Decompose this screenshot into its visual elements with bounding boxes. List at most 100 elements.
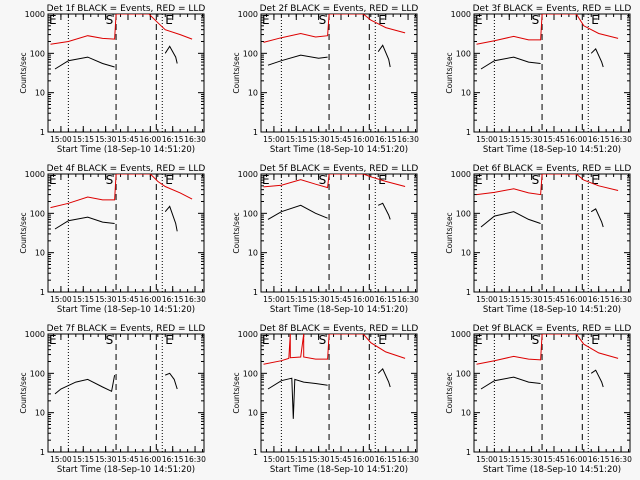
x-tick-label: 15:15	[498, 295, 520, 304]
x-tick-label: 16:30	[610, 455, 632, 464]
y-tick-label: 1	[253, 288, 258, 297]
y-tick-label: 100	[456, 49, 471, 58]
marker-e-left: E	[475, 173, 483, 187]
marker-e-left: E	[475, 333, 483, 347]
y-axis-label: Counts/sec	[19, 52, 28, 93]
lld-line-1	[263, 174, 406, 189]
events-line-3	[164, 205, 178, 232]
y-tick-label: 1	[40, 128, 45, 137]
plot-frame	[47, 173, 205, 293]
marker-s: S	[106, 173, 114, 187]
detector-panel-5: Det 5f BLACK = Events, RED = LLD 1 10 100 10…	[232, 164, 419, 315]
y-tick-label: 1	[253, 128, 258, 137]
marker-s: S	[319, 173, 327, 187]
x-tick-label: 15:15	[498, 135, 520, 144]
x-tick-label: 16:00	[353, 455, 375, 464]
y-tick-label: 10	[461, 409, 471, 418]
series-group	[476, 174, 619, 228]
x-tick-label: 15:45	[543, 455, 565, 464]
panel-title: Det 5f BLACK = Events, RED = LLD	[260, 164, 419, 174]
y-tick-label: 100	[456, 369, 471, 378]
y-tick-label: 10	[248, 249, 258, 258]
y-axis-label: Counts/sec	[232, 52, 241, 93]
x-tick-label: 15:30	[308, 135, 330, 144]
x-tick-label: 15:30	[308, 455, 330, 464]
y-axis-label: Counts/sec	[19, 212, 28, 253]
x-axis-label: Start Time (18-Sep-10 14:51:20)	[270, 465, 408, 475]
panel-title: Det 9f BLACK = Events, RED = LLD	[473, 324, 632, 334]
x-tick-label: 15:00	[476, 135, 498, 144]
events-line-3	[164, 45, 178, 64]
events-line-2	[480, 211, 541, 228]
x-tick-label: 15:30	[95, 295, 117, 304]
x-tick-label: 15:15	[285, 135, 307, 144]
marker-s: S	[319, 13, 327, 27]
series-group	[263, 334, 406, 419]
x-tick-label: 15:00	[50, 295, 72, 304]
events-line-2	[54, 56, 115, 70]
series-group	[50, 14, 193, 70]
y-tick-label: 10	[461, 249, 471, 258]
detector-panel-1: Det 1f BLACK = Events, RED = LLD 1 10 100 10…	[19, 4, 206, 155]
x-tick-label: 15:00	[50, 455, 72, 464]
panel-title: Det 7f BLACK = Events, RED = LLD	[47, 324, 206, 334]
y-tick-label: 100	[30, 209, 45, 218]
x-tick-label: 15:30	[95, 135, 117, 144]
y-axis-label: Counts/sec	[445, 212, 454, 253]
y-tick-label: 10	[35, 409, 45, 418]
x-tick-label: 15:30	[308, 295, 330, 304]
x-tick-label: 15:45	[330, 135, 352, 144]
series-group	[263, 14, 406, 68]
x-axis-label: Start Time (18-Sep-10 14:51:20)	[270, 145, 408, 155]
x-tick-label: 15:00	[263, 135, 285, 144]
x-tick-label: 15:15	[72, 135, 94, 144]
x-tick-label: 15:30	[521, 295, 543, 304]
y-tick-label: 100	[30, 369, 45, 378]
series-group	[54, 372, 178, 395]
x-tick-label: 15:00	[263, 295, 285, 304]
events-line-3	[377, 44, 391, 68]
y-axis-label: Counts/sec	[19, 372, 28, 413]
marker-s: S	[106, 13, 114, 27]
y-tick-label: 10	[35, 89, 45, 98]
marker-e-right: E	[165, 333, 173, 347]
x-tick-label: 16:00	[353, 295, 375, 304]
x-tick-label: 15:45	[117, 295, 139, 304]
y-tick-label: 10	[35, 249, 45, 258]
x-tick-label: 16:00	[140, 135, 162, 144]
x-tick-label: 15:15	[285, 455, 307, 464]
lld-line-1	[476, 174, 619, 196]
panel-title: Det 2f BLACK = Events, RED = LLD	[260, 4, 419, 14]
detector-panel-3: Det 3f BLACK = Events, RED = LLD 1 10 100 10…	[445, 4, 632, 155]
y-tick-label: 10	[248, 409, 258, 418]
marker-e-left: E	[475, 13, 483, 27]
marker-e-right: E	[591, 13, 599, 27]
detector-panel-9: Det 9f BLACK = Events, RED = LLD 1 10 100 10…	[445, 324, 632, 475]
x-tick-label: 15:45	[330, 455, 352, 464]
x-tick-label: 15:45	[543, 135, 565, 144]
y-tick-label: 1	[466, 128, 471, 137]
x-tick-label: 16:15	[162, 135, 184, 144]
plot-frame	[47, 333, 205, 453]
x-tick-label: 16:15	[588, 455, 610, 464]
x-tick-label: 15:45	[330, 295, 352, 304]
x-tick-label: 16:15	[375, 135, 397, 144]
marker-s: S	[532, 13, 540, 27]
x-tick-label: 15:00	[476, 455, 498, 464]
y-tick-label: 100	[243, 209, 258, 218]
marker-e-right: E	[591, 333, 599, 347]
detector-panel-8: Det 8f BLACK = Events, RED = LLD 1 10 100 10…	[232, 324, 419, 475]
x-tick-label: 15:15	[72, 455, 94, 464]
y-tick-label: 100	[456, 209, 471, 218]
events-line-3	[377, 368, 391, 388]
marker-e-right: E	[378, 13, 386, 27]
x-tick-label: 16:30	[184, 295, 206, 304]
x-tick-label: 15:15	[498, 455, 520, 464]
panel-title: Det 8f BLACK = Events, RED = LLD	[260, 324, 419, 334]
events-line-3	[590, 48, 604, 68]
events-line-2	[54, 216, 115, 230]
x-tick-label: 15:45	[117, 135, 139, 144]
y-axis-label: Counts/sec	[232, 372, 241, 413]
x-axis-label: Start Time (18-Sep-10 14:51:20)	[270, 305, 408, 315]
series-group	[476, 334, 619, 390]
